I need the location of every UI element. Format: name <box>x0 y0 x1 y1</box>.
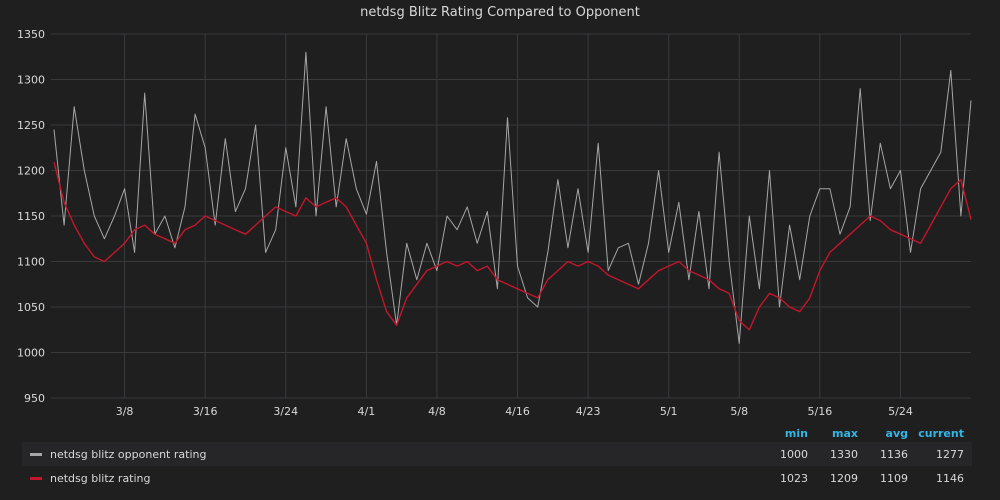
series-line-blitz-rating <box>53 162 972 331</box>
x-tick-label-4-16: 4/16 <box>505 405 530 418</box>
x-tick-label-5-16: 5/16 <box>807 405 832 418</box>
x-tick-label-3-24: 3/24 <box>273 405 298 418</box>
legend-header-avg[interactable]: avg <box>885 426 908 440</box>
legend-label-rating: netdsg blitz rating <box>50 471 151 485</box>
legend-table: min max avg current netdsg blitz opponen… <box>22 424 972 490</box>
y-tick-label-1250: 1250 <box>17 119 45 132</box>
x-tick-label-3-8: 3/8 <box>116 405 134 418</box>
y-tick-label-1350: 1350 <box>17 28 45 41</box>
legend-swatch-opponent <box>30 452 42 456</box>
x-tick-label-5-8: 5/8 <box>730 405 748 418</box>
rating-line-chart: 950 1000 1050 1100 1150 1200 1250 1300 1350 3/8 3/… <box>17 28 972 418</box>
chart-title: netdsg Blitz Rating Compared to Opponent <box>360 5 640 20</box>
legend-min-opponent: 1000 <box>780 447 808 461</box>
legend-label-opponent: netdsg blitz opponent rating <box>50 447 207 461</box>
y-tick-label-1200: 1200 <box>17 165 45 178</box>
legend-header-current[interactable]: current <box>918 426 964 440</box>
legend-header-min[interactable]: min <box>784 426 808 440</box>
x-tick-label-4-1: 4/1 <box>358 405 376 418</box>
y-tick-label-1000: 1000 <box>17 347 45 360</box>
x-tick-label-3-16: 3/16 <box>193 405 218 418</box>
legend-series-rating[interactable]: netdsg blitz rating <box>22 472 756 485</box>
series-line-opponent-rating <box>53 51 972 344</box>
x-tick-label-4-23: 4/23 <box>576 405 601 418</box>
y-tick-label-1100: 1100 <box>17 256 45 269</box>
legend-avg-opponent: 1136 <box>880 447 908 461</box>
legend-current-opponent: 1277 <box>936 447 964 461</box>
y-tick-label-1050: 1050 <box>17 301 45 314</box>
y-tick-label-950: 950 <box>24 392 45 405</box>
x-tick-label-5-1: 5/1 <box>660 405 678 418</box>
legend-swatch-rating <box>30 476 42 480</box>
legend-header-max[interactable]: max <box>832 426 858 440</box>
x-tick-label-4-8: 4/8 <box>428 405 446 418</box>
legend-avg-rating: 1109 <box>880 471 908 485</box>
y-tick-label-1300: 1300 <box>17 74 45 87</box>
legend-min-rating: 1023 <box>780 471 808 485</box>
x-tick-label-5-24: 5/24 <box>888 405 913 418</box>
y-tick-label-1150: 1150 <box>17 210 45 223</box>
legend-series-opponent[interactable]: netdsg blitz opponent rating <box>22 448 756 461</box>
legend-row-rating[interactable]: netdsg blitz rating 1023 1209 1109 1146 <box>22 466 972 490</box>
legend-row-opponent[interactable]: netdsg blitz opponent rating 1000 1330 1… <box>22 442 972 466</box>
legend-header: min max avg current <box>22 424 972 442</box>
legend-max-rating: 1209 <box>830 471 858 485</box>
legend-max-opponent: 1330 <box>830 447 858 461</box>
legend-current-rating: 1146 <box>936 471 964 485</box>
